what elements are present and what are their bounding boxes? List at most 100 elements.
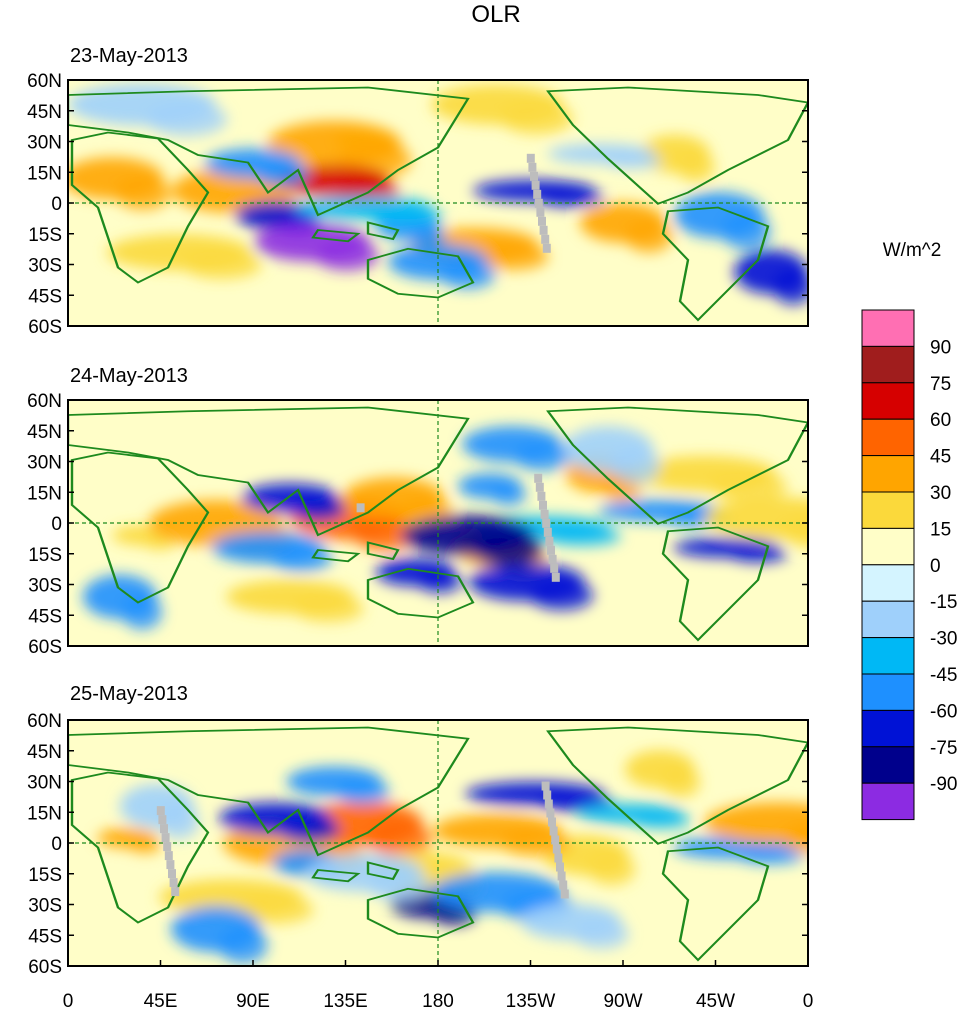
olr-anomaly-blob [417, 570, 462, 594]
coastline [366, 541, 400, 561]
map-area-1 [68, 80, 808, 326]
olr-anomaly-blob [704, 802, 808, 845]
lat-tick-label: 15S [28, 865, 62, 886]
olr-anomaly-blob [367, 206, 444, 226]
olr-anomaly-blob [529, 580, 594, 611]
missing-data-cell [546, 808, 555, 818]
colorbar-label: 15 [930, 519, 951, 540]
missing-data-cell [533, 189, 542, 199]
lon-tick-label: 90E [236, 991, 270, 1012]
missing-data-cell [530, 171, 538, 181]
coastline [661, 526, 770, 642]
coastline [366, 887, 475, 939]
missing-data-cell [542, 243, 551, 253]
panel-date-3: 25-May-2013 [70, 683, 188, 705]
coastline [546, 726, 808, 845]
lat-tick-label: 60N [27, 71, 62, 92]
panel-date-1: 23-May-2013 [70, 45, 188, 67]
missing-data-cell [161, 833, 170, 843]
lon-axis: 0 45E 90E 135E 180 135W 90W 45W 0 [63, 960, 813, 1012]
lat-tick-label: 45N [27, 422, 62, 443]
missing-data-cell [547, 545, 555, 555]
coastline [68, 406, 470, 537]
olr-anomaly-blob [293, 595, 364, 623]
colorbar-swatch [861, 746, 915, 784]
lat-axis-2: 60N 45N 30N 15N 0 15S 30S 45S 60S [27, 391, 808, 658]
map-panel-3: 25-May-2013 [67, 683, 809, 967]
colorbar-label: -45 [930, 665, 957, 686]
colorbar-swatch [861, 637, 915, 675]
olr-anomaly-blob [661, 767, 701, 798]
olr-anomaly-blob [514, 442, 570, 472]
olr-anomaly-blob [121, 594, 163, 630]
coastline [70, 131, 210, 284]
olr-anomaly-blob [336, 780, 390, 804]
olr-anomaly-blob [114, 176, 172, 210]
colorbar-swatch [861, 491, 915, 529]
missing-data-cell [538, 216, 546, 226]
map-panel-1: 23-May-2013 [67, 45, 809, 327]
map-area-3 [68, 720, 808, 966]
olr-anomaly-blob [782, 517, 808, 549]
lat-tick-label: 30N [27, 773, 62, 794]
missing-data-cell [560, 889, 569, 899]
missing-data-cell [548, 817, 556, 827]
coastline [311, 549, 361, 563]
missing-data-cell [556, 862, 564, 872]
olr-anomaly-blob [603, 152, 662, 169]
olr-anomaly-blob [410, 226, 446, 248]
missing-data-cell [539, 225, 548, 235]
colorbar-swatch [861, 418, 915, 457]
lat-tick-label: 0 [51, 194, 62, 215]
lat-tick-label: 15N [27, 803, 62, 824]
lat-tick-label: 60N [27, 711, 62, 732]
colorbar-swatch [861, 455, 915, 493]
colorbar-label: -75 [930, 738, 957, 759]
lat-axis-1: 60N 45N 30N 15N 0 15S 30S 45S 60S [27, 71, 808, 338]
missing-data-cell [541, 781, 550, 791]
colorbar-label: -15 [930, 592, 957, 613]
lat-tick-label: 30N [27, 133, 62, 154]
coastline [546, 406, 808, 525]
lon-tick-label: 0 [63, 991, 74, 1012]
colorbar-swatch [861, 564, 915, 602]
colorbar-swatch [861, 382, 915, 420]
olr-anomaly-blob [676, 151, 716, 183]
coastline [366, 567, 475, 619]
missing-data-cell [539, 500, 547, 510]
coastline [366, 221, 400, 241]
colorbar-swatch [861, 309, 915, 347]
colorbar-swatch [861, 782, 915, 821]
olr-anomaly-blob [478, 243, 549, 271]
olr-anomaly-blob [772, 269, 808, 305]
missing-data-cell [540, 509, 549, 519]
missing-data-cell [169, 878, 178, 888]
olr-anomaly-blob [537, 189, 605, 208]
coastline [366, 861, 400, 881]
lat-tick-label: 15N [27, 483, 62, 504]
colorbar-swatch [861, 527, 915, 566]
missing-data-cell [534, 473, 543, 483]
missing-data-cell [551, 835, 560, 845]
lat-tick-label: 30S [28, 896, 62, 917]
olr-anomaly-blob [704, 497, 808, 540]
missing-data-cell [163, 842, 172, 852]
olr-anomaly-blob [610, 446, 660, 484]
missing-data-cell [543, 527, 552, 537]
colorbar: W/m^2 90 75 60 45 30 15 0 -15 -30 -45 -60 -75 -90 [861, 240, 957, 821]
colorbar-label: 45 [930, 447, 951, 468]
missing-data-cell [548, 554, 557, 564]
olr-anomaly-blob [545, 526, 621, 546]
olr-anomaly-blob [234, 895, 314, 925]
lon-tick-label: 135W [506, 991, 556, 1012]
colorbar-swatch [861, 600, 915, 639]
olr-anomaly-blob [491, 484, 527, 506]
colorbar-label: 60 [930, 410, 951, 431]
lon-tick-label: 135E [323, 991, 367, 1012]
missing-data-cell [536, 207, 545, 217]
olr-anomaly-blob [315, 240, 379, 271]
olr-anomaly-blob [470, 533, 544, 566]
lat-tick-label: 60S [28, 637, 62, 658]
olr-anomaly-blob [500, 102, 574, 135]
